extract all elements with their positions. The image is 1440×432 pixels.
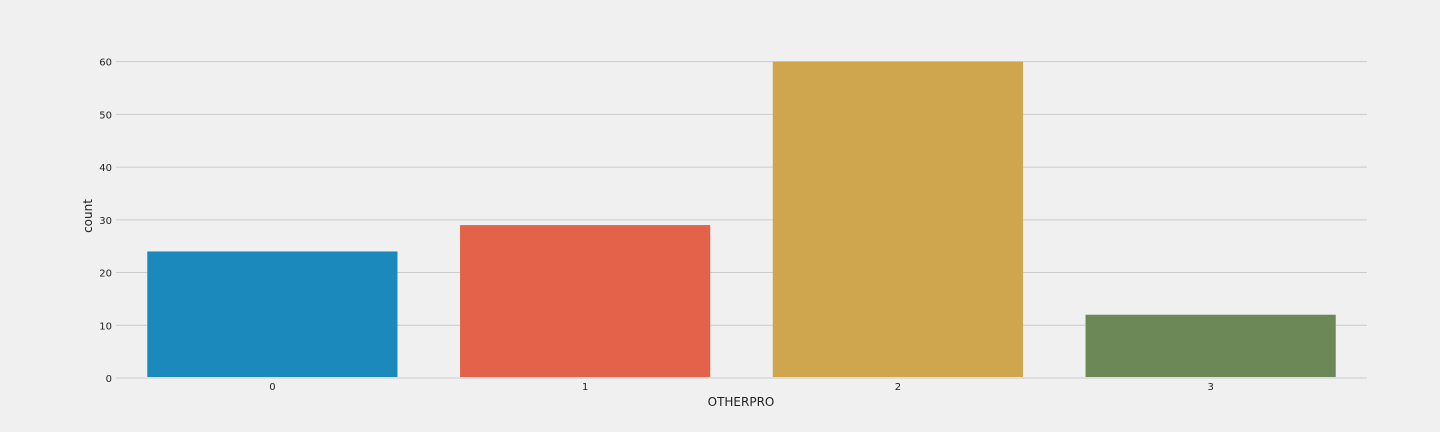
x-tick-label: 2: [895, 382, 901, 393]
bar-0: [147, 251, 398, 377]
x-tick-labels: 0 1 2 3: [269, 382, 1214, 393]
bars: [147, 61, 1336, 378]
bar-3: [1085, 314, 1336, 377]
y-tick-label: 0: [106, 374, 112, 385]
y-tick-label: 40: [99, 163, 112, 174]
x-axis-label: OTHERPRO: [708, 395, 775, 409]
x-tick-label: 0: [269, 382, 275, 393]
x-tick-label: 3: [1207, 382, 1213, 393]
y-tick-labels: 0 10 20 30 40 50 60: [99, 58, 112, 385]
bar-1: [460, 225, 711, 377]
y-axis-label: count: [81, 199, 95, 233]
y-tick-label: 50: [99, 110, 112, 121]
x-tick-label: 1: [582, 382, 588, 393]
y-tick-label: 60: [99, 58, 112, 69]
y-tick-label: 30: [99, 216, 112, 227]
bar-2: [772, 61, 1023, 378]
y-tick-label: 10: [99, 321, 112, 332]
y-tick-label: 20: [99, 269, 112, 280]
